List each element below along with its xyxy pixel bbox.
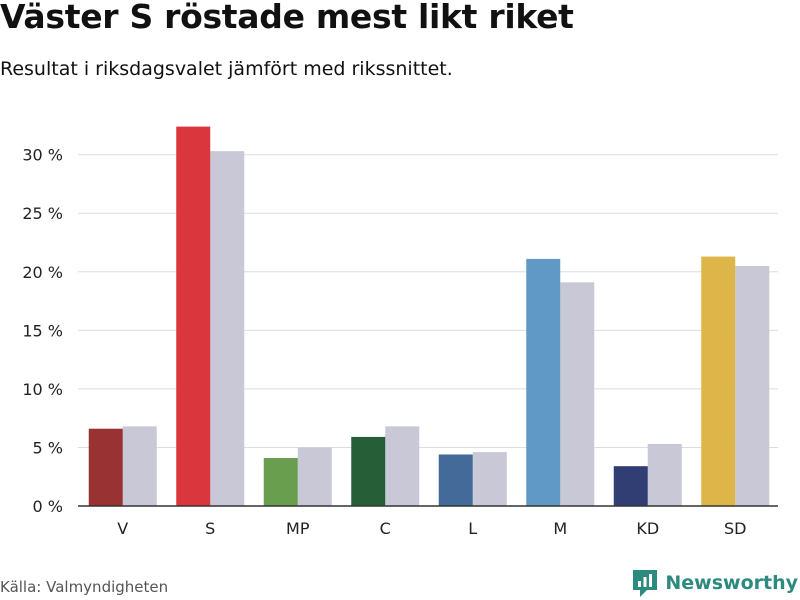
- bar-riket-v: [122, 426, 157, 506]
- bar-vaster-s-v: [88, 428, 123, 506]
- bar-riket-c: [385, 426, 420, 506]
- bar-vaster-s-s: [176, 126, 211, 506]
- bars: [88, 126, 770, 506]
- bar-riket-s: [210, 151, 245, 506]
- brand-name: Newsworthy: [665, 572, 798, 594]
- x-tick-label: KD: [636, 519, 659, 538]
- y-tick-label: 15 %: [22, 321, 63, 340]
- bar-riket-sd: [735, 265, 770, 506]
- bar-riket-mp: [297, 447, 332, 506]
- bar-vaster-s-l: [438, 454, 473, 506]
- source-note: Källa: Valmyndigheten: [0, 578, 169, 596]
- bar-vaster-s-mp: [263, 457, 298, 506]
- bar-vaster-s-m: [526, 258, 561, 506]
- chart-title: Väster S röstade mest likt riket: [0, 0, 574, 36]
- bar-riket-m: [560, 282, 595, 506]
- y-tick-label: 0 %: [33, 497, 63, 516]
- bar-vaster-s-c: [351, 436, 386, 506]
- chart-subtitle: Resultat i riksdagsvalet jämfört med rik…: [0, 58, 453, 80]
- bar-vaster-s-sd: [701, 256, 736, 506]
- bar-vaster-s-kd: [613, 466, 648, 506]
- y-tick-label: 30 %: [22, 146, 63, 165]
- x-tick-label: MP: [286, 519, 310, 538]
- x-tick-label: M: [553, 519, 567, 538]
- x-tick-label: C: [380, 519, 391, 538]
- y-tick-label: 10 %: [22, 380, 63, 399]
- x-tick-label: V: [117, 519, 128, 538]
- y-tick-label: 25 %: [22, 204, 63, 223]
- bar-riket-l: [472, 452, 507, 506]
- y-tick-label: 20 %: [22, 263, 63, 282]
- bar-riket-kd: [647, 443, 682, 506]
- newsworthy-logo-icon: [633, 570, 658, 597]
- x-tick-label: L: [468, 519, 477, 538]
- y-tick-label: 5 %: [33, 438, 63, 457]
- y-axis-ticks: 0 % 5 % 10 % 15 % 20 % 25 % 30 %: [22, 146, 63, 516]
- x-tick-label: SD: [724, 519, 746, 538]
- x-axis-ticks: V S MP C L M KD SD: [117, 519, 746, 538]
- brand-logo-group: Newsworthy: [631, 568, 798, 598]
- x-tick-label: S: [205, 519, 215, 538]
